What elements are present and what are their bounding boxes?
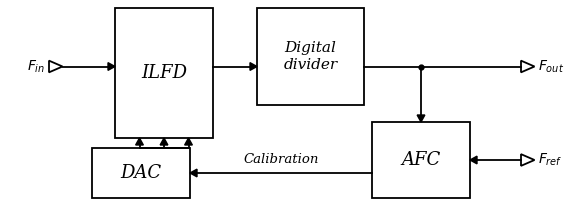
Polygon shape bbox=[160, 138, 168, 145]
Polygon shape bbox=[417, 115, 425, 122]
Polygon shape bbox=[108, 63, 115, 70]
Polygon shape bbox=[190, 169, 197, 177]
Polygon shape bbox=[250, 63, 257, 70]
Text: DAC: DAC bbox=[120, 164, 162, 182]
Bar bbox=[372, 122, 470, 198]
Text: Digital
divider: Digital divider bbox=[284, 41, 338, 72]
Text: $F_{out}$: $F_{out}$ bbox=[539, 58, 565, 75]
Bar bbox=[257, 8, 364, 105]
Polygon shape bbox=[135, 138, 144, 145]
Bar bbox=[92, 148, 190, 198]
Bar bbox=[115, 8, 213, 138]
Text: AFC: AFC bbox=[401, 151, 440, 169]
Text: Calibration: Calibration bbox=[243, 153, 319, 166]
Polygon shape bbox=[185, 138, 192, 145]
Text: ILFD: ILFD bbox=[141, 64, 187, 82]
Text: $F_{in}$: $F_{in}$ bbox=[27, 58, 45, 75]
Text: $F_{ref}$: $F_{ref}$ bbox=[539, 152, 563, 168]
Polygon shape bbox=[470, 156, 477, 164]
